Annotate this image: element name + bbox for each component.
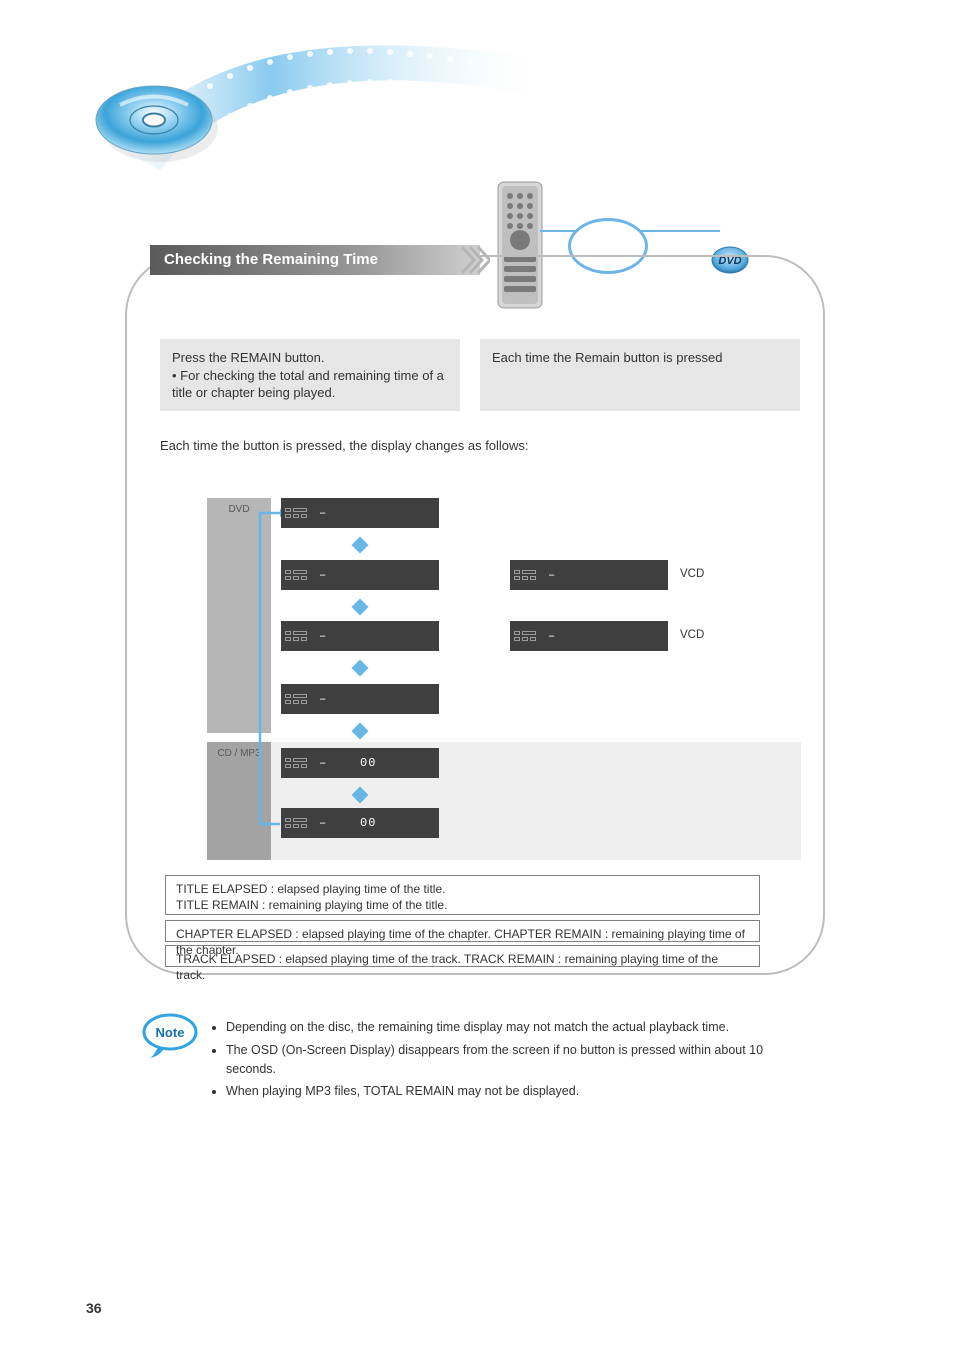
osd-icon [514, 623, 538, 649]
osd-icon [285, 623, 309, 649]
filmstrip-swoosh-decoration [80, 20, 560, 180]
osd-text: – 00 [319, 816, 376, 830]
disc-icon [90, 70, 220, 180]
osd-text: – [319, 629, 327, 643]
sidebar-group-dvd: DVD [207, 498, 271, 733]
note-item: The OSD (On-Screen Display) disappears f… [226, 1041, 790, 1079]
osd-icon [285, 750, 309, 776]
svg-text:Note: Note [156, 1025, 185, 1040]
vcd-label-1: VCD [680, 568, 840, 580]
osd-chapter-remain: – [281, 684, 439, 714]
osd-text: – [548, 568, 556, 582]
osd-track-elapsed-vcd: – [510, 560, 668, 590]
osd-track-remain-vcd: – [510, 621, 668, 651]
vcd-label-2: VCD [680, 629, 840, 641]
osd-icon [514, 562, 538, 588]
intro-right-box: Each time the Remain button is pressed [480, 339, 800, 411]
osd-title-remain: – [281, 560, 439, 590]
note-badge-icon: Note [140, 1010, 200, 1060]
osd-text: – [548, 629, 556, 643]
note-item: Depending on the disc, the remaining tim… [226, 1018, 790, 1037]
definitions-box-1: TITLE ELAPSED : elapsed playing time of … [165, 875, 760, 915]
osd-total-remain-cd: – 00 [281, 808, 439, 838]
osd-text: – [319, 568, 327, 582]
osd-text: – [319, 692, 327, 706]
instruction-text: Each time the button is pressed, the dis… [160, 438, 780, 453]
section-title: Checking the Remaining Time [150, 245, 480, 275]
osd-chapter-elapsed: – [281, 621, 439, 651]
page-root: DVD Checking the Remaining Time Press th… [0, 0, 954, 1351]
osd-text: – [319, 506, 327, 520]
osd-text: – 00 [319, 756, 376, 770]
note-item: When playing MP3 files, TOTAL REMAIN may… [226, 1082, 790, 1101]
osd-icon [285, 500, 309, 526]
osd-title-elapsed: – [281, 498, 439, 528]
osd-track-remain-cd: – 00 [281, 748, 439, 778]
definitions-box-3: TRACK ELAPSED : elapsed playing time of … [165, 945, 760, 967]
osd-icon [285, 686, 309, 712]
osd-icon [285, 562, 309, 588]
notes-list: Depending on the disc, the remaining tim… [210, 1018, 790, 1105]
definitions-box-2: CHAPTER ELAPSED : elapsed playing time o… [165, 920, 760, 942]
osd-icon [285, 810, 309, 836]
page-number: 36 [86, 1300, 102, 1316]
intro-left-box: Press the REMAIN button. • For checking … [160, 339, 460, 411]
sidebar-group-cdmp3: CD / MP3 [207, 742, 271, 860]
